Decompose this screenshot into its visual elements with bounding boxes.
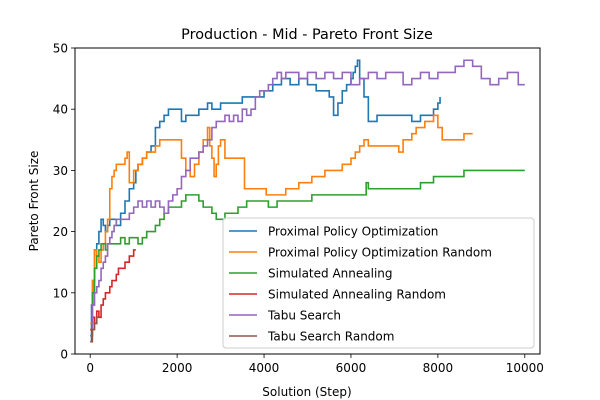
series-line-4 — [90, 59, 525, 337]
y-tick-label: 20 — [53, 225, 68, 239]
series-line-1 — [90, 114, 473, 325]
legend-label-4: Tabu Search — [267, 309, 341, 323]
x-axis-ticks: 0 2000 4000 6000 8000 10000 — [86, 354, 544, 375]
y-tick-label: 40 — [53, 103, 68, 117]
y-tick-label: 30 — [53, 164, 68, 178]
y-tick-label: 10 — [53, 286, 68, 300]
legend-box — [222, 217, 535, 349]
chart-title: Production - Mid - Pareto Front Size — [181, 27, 433, 43]
series-line-5 — [90, 316, 99, 343]
x-tick-label: 4000 — [249, 361, 280, 375]
x-tick-label: 10000 — [506, 361, 544, 375]
y-tick-label: 0 — [60, 348, 68, 362]
x-tick-label: 6000 — [336, 361, 367, 375]
series-line-0 — [90, 59, 441, 343]
x-tick-label: 0 — [86, 361, 94, 375]
x-tick-label: 2000 — [162, 361, 193, 375]
legend-label-2: Simulated Annealing — [268, 267, 393, 281]
legend-label-0: Proximal Policy Optimization — [268, 225, 438, 239]
series-lines — [90, 59, 525, 343]
legend-label-5: Tabu Search Random — [267, 330, 394, 344]
y-axis-ticks: 0 10 20 30 40 50 — [53, 42, 75, 362]
y-axis-title: Pareto Front Size — [27, 151, 41, 252]
legend-label-1: Proximal Policy Optimization Random — [268, 246, 492, 260]
legend: Proximal Policy Optimization Proximal Pol… — [222, 217, 535, 349]
y-tick-label: 50 — [53, 42, 68, 56]
x-tick-label: 8000 — [423, 361, 454, 375]
plot-frame — [74, 47, 541, 355]
legend-label-3: Simulated Annealing Random — [268, 288, 446, 302]
x-axis-title: Solution (Step) — [262, 385, 351, 399]
